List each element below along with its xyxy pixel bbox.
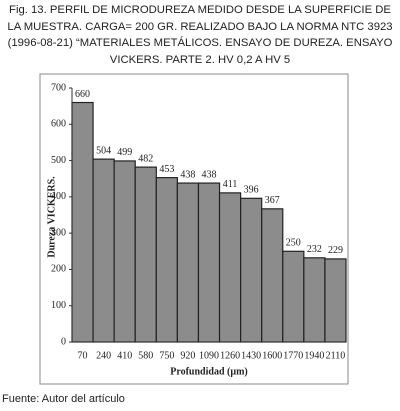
x-tick-label: 750 [159,350,174,361]
bar [240,197,263,343]
caption: Fig. 13. PERFIL DE MICRODUREZA MEDIDO DE… [4,2,396,68]
data-label: 499 [117,147,132,158]
data-label: 660 [75,89,90,100]
bar [303,257,326,343]
chart-frame [39,73,349,385]
data-label: 367 [265,195,280,206]
x-tick-label: 1940 [304,350,324,361]
data-label: 438 [202,169,217,180]
bar [113,160,136,343]
x-tick-label: 1090 [199,350,219,361]
data-label: 504 [96,145,111,156]
figure-label: Fig. 13. [9,4,47,16]
data-label: 229 [328,245,343,256]
bar [71,101,94,343]
data-label: 232 [307,244,322,255]
bar [176,182,200,343]
caption-text: PERFIL DE MICRODUREZA MEDIDO DESDE LA SU… [7,4,393,66]
y-tick-label: 100 [51,300,66,311]
x-tick-label: 920 [180,350,195,361]
data-label: 396 [244,185,259,196]
bar [218,192,242,343]
source: Fuente: Autor del artículo [2,393,125,405]
x-tick-label: 1260 [220,350,240,361]
data-label: 453 [159,164,174,175]
data-label: 250 [286,238,301,249]
bar [282,250,305,343]
data-label: 438 [180,169,195,180]
y-tick-label: 700 [51,82,66,93]
x-tick-label: 1600 [262,350,282,361]
x-tick-label: 580 [138,350,153,361]
x-tick-label: 1430 [241,350,261,361]
y-tick-label: 500 [51,155,66,166]
bar [134,166,157,343]
y-tick-label: 200 [51,264,66,275]
x-tick-label: 70 [78,350,88,361]
chart: Profundidad (µm) Dureza VICKERS. 0 100 200… [39,73,349,385]
bar [155,177,178,343]
x-axis-title: Profundidad (µm) [170,366,248,377]
x-tick-label: 240 [96,350,111,361]
y-axis-title: Dureza VICKERS. [46,176,57,258]
data-label: 411 [223,179,238,190]
x-tick-label: 1770 [283,350,303,361]
bar [324,258,347,343]
x-tick-label: 410 [117,350,132,361]
bar [92,158,115,343]
bar [261,208,284,343]
y-tick-label: 300 [51,227,66,238]
bar [197,182,221,343]
x-tick-label: 2110 [326,350,346,361]
data-label: 482 [138,153,153,164]
y-tick-label: 400 [51,191,66,202]
y-tick-label: 0 [61,336,66,347]
y-tick-label: 600 [51,119,66,130]
